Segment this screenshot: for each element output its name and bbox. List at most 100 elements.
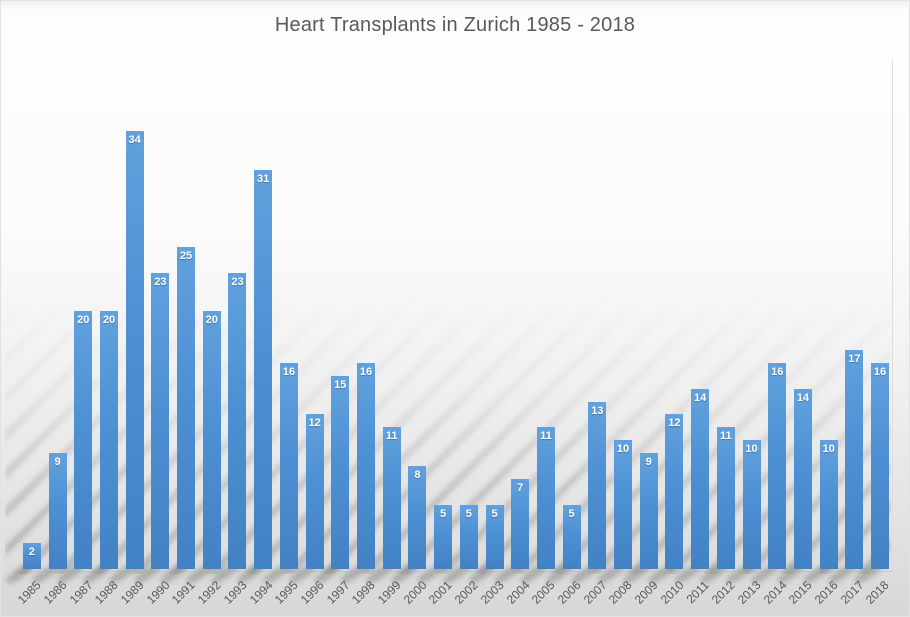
x-axis-label: 1999 [374,578,404,607]
x-axis-label: 2000 [400,578,430,607]
bar-1989: 34 [125,131,144,569]
x-axis-label: 2009 [631,578,661,607]
bar-2008: 10 [614,440,633,569]
bar-slot: 31 [235,99,276,586]
bar-slot: 11 [363,99,405,586]
x-axis-label: 2004 [503,578,533,607]
bar-slot: 16 [338,99,379,586]
bar-1993: 23 [228,272,247,569]
bar-slot: 12 [286,99,328,586]
bar-slot: 25 [158,99,199,586]
bar-slot: 8 [389,99,431,586]
bar-value-label: 5 [440,507,447,520]
x-axis-label: 1986 [40,578,70,607]
x-axis-label: 2007 [580,578,610,607]
bar-slot: 34 [106,99,148,586]
x-axis-label: 2002 [451,578,481,607]
bar-2017: 17 [845,350,864,569]
bar-1997: 15 [331,375,350,569]
chart-title: Heart Transplants in Zurich 1985 - 2018 [274,14,636,36]
bar-value-label: 14 [796,391,810,404]
bar-1986: 9 [48,453,67,569]
bar-slot: 23 [209,99,251,586]
x-axis-label: 1996 [297,578,327,607]
bar-1999: 11 [382,427,401,569]
bar-2014: 16 [768,362,787,569]
bar-value-label: 12 [308,417,321,430]
x-axis-label: 2015 [786,578,815,607]
bar-slot: 5 [415,99,456,586]
x-axis-label: 2003 [477,578,507,607]
bar-value-label: 5 [465,507,472,520]
bar-value-label: 16 [359,365,373,378]
bar-value-label: 20 [205,314,218,327]
bar-1991: 25 [177,246,196,569]
bar-slot: 12 [646,99,688,586]
bar-slot: 15 [312,99,353,586]
bars-layer: 2 9 20 20 34 23 25 20 23 31 16 12 15 16 11 8 5 5 5 7 11 5 13 10… [3,99,893,586]
x-axis-label: 1993 [220,578,250,607]
x-axis-label: 2017 [837,578,867,607]
bar-value-label: 11 [720,430,732,443]
bar-slot: 10 [595,99,636,586]
bar-1995: 16 [279,362,298,569]
bar-value-label: 8 [414,468,421,481]
x-axis-label: 2001 [426,578,456,607]
bar-2000: 8 [408,465,427,569]
x-axis-label: 2016 [811,578,841,607]
bar-2015: 14 [793,388,812,569]
bar-slot: 20 [183,99,225,586]
bar-slot: 9 [620,99,662,586]
bar-value-label: 13 [591,404,604,417]
bar-value-label: 10 [822,443,835,456]
plot-area-right-border [892,59,893,572]
bar-value-label: 23 [154,275,167,288]
bar-2006: 5 [562,504,581,569]
bar-slot: 17 [826,99,868,586]
bar-2002: 5 [459,504,478,569]
bar-1985: 2 [22,543,41,569]
bar-slot: 11 [697,99,739,586]
bar-slot: 16 [261,99,302,586]
bar-value-label: 15 [334,378,347,391]
x-axis-label: 1989 [117,578,147,607]
bar-slot: 23 [132,99,174,586]
bar-value-label: 9 [645,456,652,469]
bar-value-label: 25 [179,249,193,262]
bar-slot: 10 [723,99,765,586]
bar-slot: 14 [672,99,713,586]
bar-value-label: 5 [491,507,498,520]
bar-1987: 20 [74,311,93,569]
x-axis-label: 2010 [657,578,687,607]
x-axis-label: 1988 [92,578,121,607]
bar-value-label: 9 [54,456,61,469]
bar-1996: 12 [305,414,324,569]
bar-slot: 11 [518,99,559,586]
bar-2011: 14 [691,388,710,569]
bar-slot: 20 [55,99,96,586]
bar-2013: 10 [742,440,761,569]
bar-value-label: 20 [77,314,90,327]
bar-slot: 7 [492,99,533,586]
bar-slot: 2 [3,99,45,586]
x-axis-label: 2014 [760,578,790,607]
bar-value-label: 10 [616,443,630,456]
bar-1992: 20 [202,311,221,569]
x-axis-labels: 1985 1986 1987 1988 1989 1990 1991 1992 1993 1994… [15,571,893,616]
bar-value-label: 7 [517,481,524,494]
bar-2005: 11 [536,427,555,569]
x-axis-label: 1990 [143,578,173,607]
bar-value-label: 17 [848,353,861,365]
bar-slot: 9 [29,99,71,586]
x-axis-label: 2013 [734,578,764,607]
x-axis-label: 2005 [529,578,558,607]
bar-slot: 5 [543,99,585,586]
bar-2009: 9 [639,453,658,569]
bar-value-label: 16 [282,365,295,378]
bar-slot: 5 [466,99,508,586]
bar-slot: 13 [569,99,610,586]
bar-value-label: 20 [102,314,116,327]
bar-2004: 7 [511,478,530,569]
bar-2001: 5 [434,504,453,569]
